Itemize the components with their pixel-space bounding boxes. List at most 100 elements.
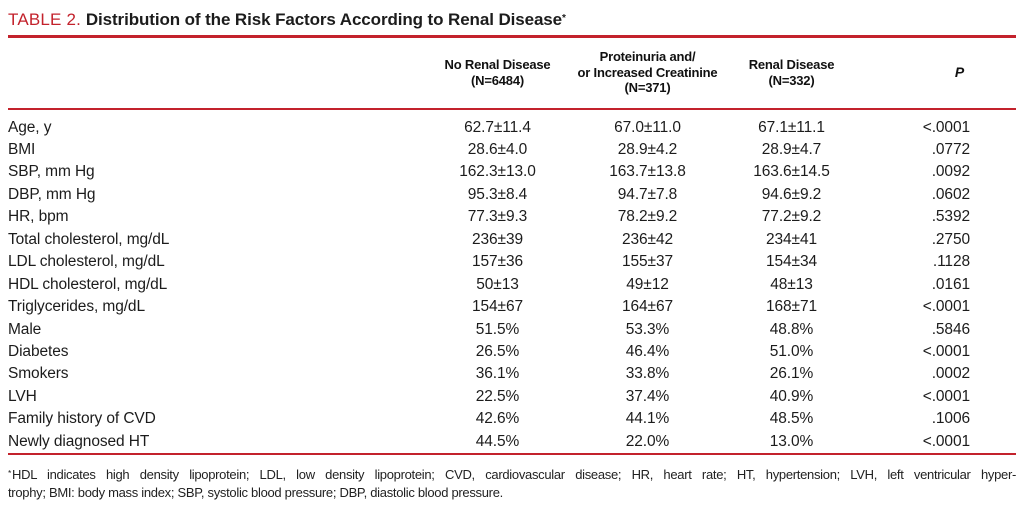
proteinuria-value-cell: 155±37	[621, 253, 673, 271]
row-label-cell: Diabetes	[8, 343, 69, 361]
p-value-cell: <.0001	[922, 343, 970, 361]
proteinuria-value-cell: 37.4%	[625, 387, 670, 405]
p-value-cell: .0092	[931, 163, 970, 181]
no-renal-value-cell: 22.5%	[475, 387, 520, 405]
column-header-renal-disease: Renal Disease (N=332)	[725, 37, 858, 110]
renal-value-cell: 94.6±9.2	[761, 185, 822, 203]
table-row: Male 51.5% 53.3% 48.8% .5846	[8, 319, 1016, 341]
proteinuria-value-cell: 164±67	[621, 298, 673, 316]
row-label-cell: SBP, mm Hg	[8, 163, 95, 181]
p-value-cell: .1006	[931, 410, 970, 428]
no-renal-value-cell: 42.6%	[475, 410, 520, 428]
p-value-cell: .5392	[931, 208, 970, 226]
table-row: Total cholesterol, mg/dL 236±39 236±42 2…	[8, 229, 1016, 251]
row-label-cell: Total cholesterol, mg/dL	[8, 230, 170, 248]
proteinuria-value-cell: 46.4%	[625, 343, 670, 361]
renal-value-cell: 168±71	[765, 298, 817, 316]
table-row: HDL cholesterol, mg/dL 50±13 49±12 48±13…	[8, 274, 1016, 296]
proteinuria-value-cell: 49±12	[626, 275, 669, 293]
no-renal-value-cell: 162.3±13.0	[459, 163, 536, 181]
no-renal-value-cell: 157±36	[471, 253, 523, 271]
no-renal-value-cell: 62.7±11.4	[464, 118, 531, 136]
column-header-line: P	[954, 63, 964, 80]
row-label-cell: HDL cholesterol, mg/dL	[8, 275, 168, 293]
no-renal-value-cell: 50±13	[476, 275, 519, 293]
p-value-cell: .0002	[931, 365, 970, 383]
table-row: SBP, mm Hg 162.3±13.0 163.7±13.8 163.6±1…	[8, 161, 1016, 183]
proteinuria-value-cell: 78.2±9.2	[617, 208, 678, 226]
title-rule	[8, 35, 1016, 38]
renal-value-cell: 48.8%	[769, 320, 814, 338]
row-label-cell: HR, bpm	[8, 208, 69, 226]
row-label-cell: LVH	[8, 387, 37, 405]
no-renal-value-cell: 36.1%	[475, 365, 520, 383]
table-row: Age, y 62.7±11.4 67.0±11.0 67.1±11.1 <.0…	[8, 109, 1016, 139]
no-renal-value-cell: 77.3±9.3	[467, 208, 528, 226]
table-header: No Renal Disease (N=6484) Proteinuria an…	[8, 37, 1016, 110]
table-number-label: TABLE 2.	[8, 10, 82, 29]
renal-value-cell: 67.1±11.1	[758, 118, 825, 136]
renal-value-cell: 28.9±4.7	[761, 140, 822, 158]
renal-value-cell: 13.0%	[725, 430, 858, 456]
column-header-n-count: (N=332)	[768, 72, 815, 88]
table-row: Smokers 36.1% 33.8% 26.1% .0002	[8, 363, 1016, 385]
proteinuria-value-cell: 53.3%	[625, 320, 670, 338]
p-value-cell: .5846	[931, 320, 970, 338]
table-row: Triglycerides, mg/dL 154±67 164±67 168±7…	[8, 296, 1016, 318]
proteinuria-value-cell: 236±42	[621, 230, 673, 248]
p-value-cell: .2750	[931, 230, 970, 248]
renal-value-cell: 234±41	[765, 230, 817, 248]
no-renal-value-cell: 28.6±4.0	[467, 140, 528, 158]
row-label-cell: BMI	[8, 140, 36, 158]
row-label-cell: Male	[8, 320, 42, 338]
no-renal-value-cell: 236±39	[471, 230, 523, 248]
proteinuria-value-cell: 44.1%	[625, 410, 670, 428]
row-label-cell: Age, y	[8, 118, 52, 136]
renal-value-cell: 77.2±9.2	[761, 208, 822, 226]
renal-value-cell: 40.9%	[769, 387, 814, 405]
footnote-line-2: trophy; BMI: body mass index; SBP, systo…	[8, 484, 1016, 501]
proteinuria-value-cell: 28.9±4.2	[617, 140, 678, 158]
p-value-cell: <.0001	[858, 430, 1016, 456]
table-row: LVH 22.5% 37.4% 40.9% <.0001	[8, 386, 1016, 408]
footnote-line-1: *HDL indicates high density lipoprotein;…	[8, 466, 1016, 483]
column-header-proteinuria: Proteinuria and/ or Increased Creatinine…	[570, 37, 725, 110]
p-value-cell: .0772	[931, 140, 970, 158]
column-header-n-count: (N=371)	[624, 80, 671, 96]
renal-value-cell: 48±13	[770, 275, 813, 293]
row-label-cell: Family history of CVD	[8, 410, 156, 428]
column-header-line: Proteinuria and/	[599, 49, 696, 65]
table-body: Age, y 62.7±11.4 67.0±11.0 67.1±11.1 <.0…	[8, 109, 1016, 456]
proteinuria-value-cell: 94.7±7.8	[617, 185, 678, 203]
proteinuria-value-cell: 163.7±13.8	[609, 163, 686, 181]
renal-value-cell: 48.5%	[769, 410, 814, 428]
table-title: TABLE 2. Distribution of the Risk Factor…	[8, 0, 1016, 31]
row-label-cell: DBP, mm Hg	[8, 185, 96, 203]
table-title-text-inner: Distribution of the Risk Factors Accordi…	[85, 10, 563, 29]
proteinuria-value-cell: 67.0±11.0	[614, 118, 681, 136]
p-value-cell: <.0001	[922, 298, 970, 316]
title-footnote-marker: *	[562, 13, 566, 24]
table-row: HR, bpm 77.3±9.3 78.2±9.2 77.2±9.2 .5392	[8, 206, 1016, 228]
proteinuria-value-cell: 22.0%	[570, 430, 725, 456]
no-renal-value-cell: 44.5%	[425, 430, 570, 456]
column-header-p-value: P	[858, 37, 1016, 110]
header-row: No Renal Disease (N=6484) Proteinuria an…	[8, 37, 1016, 110]
p-value-cell: .0161	[931, 275, 970, 293]
table-title-text: Distribution of the Risk Factors Accordi…	[86, 10, 566, 29]
p-value-cell: <.0001	[922, 387, 970, 405]
renal-value-cell: 163.6±14.5	[753, 163, 830, 181]
row-label-cell: Triglycerides, mg/dL	[8, 298, 145, 316]
row-label-cell: Newly diagnosed HT	[8, 430, 425, 456]
table-row: LDL cholesterol, mg/dL 157±36 155±37 154…	[8, 251, 1016, 273]
no-renal-value-cell: 26.5%	[475, 343, 520, 361]
risk-factors-table: No Renal Disease (N=6484) Proteinuria an…	[8, 37, 1016, 456]
p-value-cell: .1128	[932, 253, 970, 271]
table-row: Newly diagnosed HT 44.5% 22.0% 13.0% <.0…	[8, 430, 1016, 456]
table-row: Family history of CVD 42.6% 44.1% 48.5% …	[8, 408, 1016, 430]
renal-value-cell: 51.0%	[769, 343, 814, 361]
no-renal-value-cell: 51.5%	[475, 320, 520, 338]
p-value-cell: .0602	[931, 185, 970, 203]
column-header-no-renal-disease: No Renal Disease (N=6484)	[425, 37, 570, 110]
